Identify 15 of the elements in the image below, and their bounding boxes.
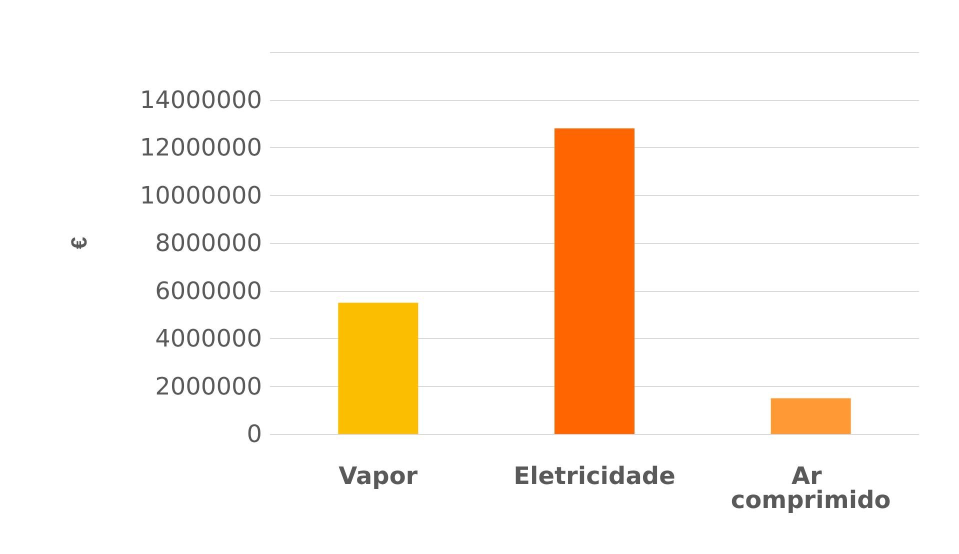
y-tick-label: 10000000 xyxy=(140,181,262,210)
x-tick-label: Vapor xyxy=(338,462,418,490)
y-axis-title: € xyxy=(66,236,92,250)
x-tick-label: Ar comprimido xyxy=(730,462,891,514)
y-tick-label: 6000000 xyxy=(155,276,262,305)
bar xyxy=(554,128,634,434)
y-tick-label: 12000000 xyxy=(140,134,262,162)
y-tick-label: 0 xyxy=(246,420,262,448)
y-tick-label: 14000000 xyxy=(140,86,262,114)
bar xyxy=(338,302,418,434)
y-tick-label: 4000000 xyxy=(155,324,262,352)
x-tick-label: Eletricidade xyxy=(514,462,676,490)
bar xyxy=(770,398,851,434)
y-tick-label: 2000000 xyxy=(155,372,262,400)
y-tick-label: 8000000 xyxy=(155,229,262,257)
